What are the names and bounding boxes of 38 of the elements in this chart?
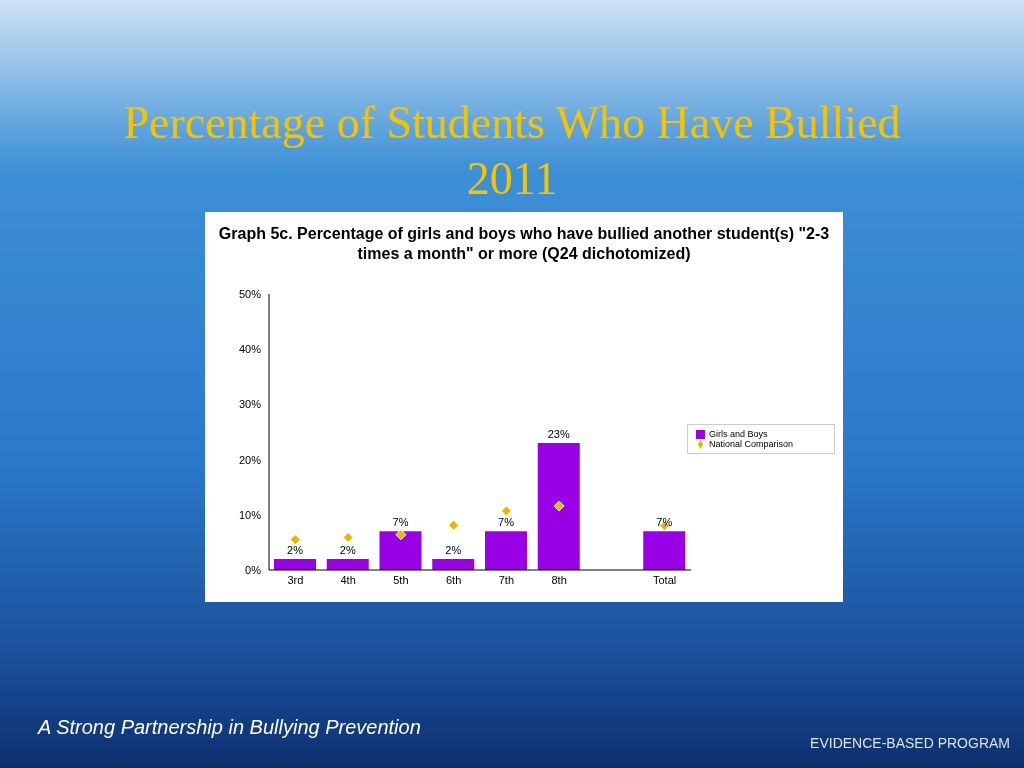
x-tick-label: 8th	[551, 573, 567, 586]
legend-label: National Comparison	[709, 439, 794, 449]
x-tick-label: 4th	[340, 573, 356, 586]
y-tick-label: 40%	[238, 343, 262, 356]
text: A Strong Partnership in Bullying Prevention	[38, 716, 421, 739]
point	[342, 531, 354, 543]
x-tick-label: Total	[653, 573, 677, 586]
point	[395, 529, 407, 541]
y-tick-label: 30%	[238, 398, 262, 411]
data-label: 2%	[339, 543, 356, 556]
y-tick-label: 50%	[238, 287, 262, 300]
bar	[643, 531, 686, 570]
bar	[485, 531, 527, 570]
y-tick-label: 0%	[245, 563, 262, 576]
point	[500, 505, 512, 517]
point	[553, 500, 565, 512]
y-tick-label: 10%	[238, 508, 262, 521]
data-label: 7%	[498, 516, 515, 529]
bar	[432, 558, 475, 570]
data-label: 23%	[547, 428, 570, 441]
point	[289, 534, 301, 546]
data-label: 7%	[392, 516, 409, 529]
chart-title: Percentage of Students Who Have Bullied 2011	[122, 96, 902, 206]
chart-subtitle: Graph 5c. Percentage of girls and boys who have bullied another student(s) "2-3 times a month" or more (Q24 dichotomized)	[217, 224, 831, 264]
bar	[379, 531, 422, 570]
legend-label: Girls and Boys	[709, 428, 768, 439]
y-tick-label: 20%	[238, 453, 262, 466]
data-label: 2%	[445, 543, 462, 556]
text: EVIDENCE-BASED PROGRAM	[810, 735, 1010, 751]
x-tick-label: 7th	[498, 573, 515, 586]
point	[448, 519, 460, 531]
bar	[326, 558, 369, 570]
data-label: 2%	[287, 543, 304, 556]
bar	[537, 443, 580, 570]
x-tick-label: 5th	[393, 573, 409, 586]
x-tick-label: 3rd	[287, 573, 304, 586]
x-tick-label: 6th	[445, 573, 462, 586]
bar	[274, 558, 316, 570]
